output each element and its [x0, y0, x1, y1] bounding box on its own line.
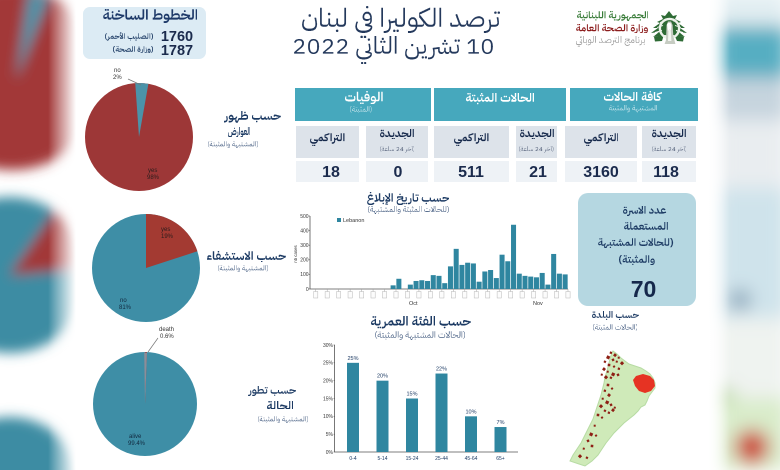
- svg-text:7%: 7%: [497, 420, 505, 426]
- svg-text:0: 0: [306, 287, 309, 293]
- svg-text:death: death: [159, 327, 174, 333]
- svg-text:Lebanon: Lebanon: [343, 218, 364, 224]
- svg-text:0.6%: 0.6%: [160, 334, 174, 340]
- svg-text:19%: 19%: [161, 234, 174, 240]
- svg-text:15%: 15%: [323, 396, 334, 402]
- svg-text:yes: yes: [161, 227, 170, 233]
- svg-text:22%: 22%: [436, 367, 447, 373]
- svg-text:10%: 10%: [465, 409, 476, 415]
- svg-text:25%: 25%: [323, 361, 334, 367]
- svg-text:10%: 10%: [323, 414, 334, 420]
- svg-text:Oct: Oct: [409, 301, 418, 307]
- svg-text:Nov: Nov: [533, 301, 543, 307]
- svg-text:0-4: 0-4: [349, 456, 356, 462]
- svg-text:30%: 30%: [323, 343, 334, 349]
- svg-text:nb cases: nb cases: [294, 245, 298, 262]
- svg-text:300: 300: [300, 243, 309, 249]
- svg-text:2%: 2%: [113, 75, 122, 81]
- svg-text:alive: alive: [129, 434, 142, 440]
- svg-text:25%: 25%: [347, 356, 358, 362]
- svg-text:15%: 15%: [406, 392, 417, 398]
- svg-text:25-44: 25-44: [435, 456, 448, 462]
- svg-text:45-64: 45-64: [465, 456, 478, 462]
- svg-text:0%: 0%: [326, 450, 334, 456]
- svg-text:400: 400: [300, 228, 309, 234]
- svg-text:no: no: [114, 68, 121, 74]
- svg-text:5%: 5%: [326, 432, 334, 438]
- svg-text:20%: 20%: [377, 374, 388, 380]
- svg-text:yes: yes: [148, 168, 157, 174]
- svg-text:65+: 65+: [496, 456, 505, 462]
- svg-text:500: 500: [300, 214, 309, 220]
- svg-text:15-24: 15-24: [406, 456, 419, 462]
- svg-text:81%: 81%: [119, 305, 132, 311]
- svg-text:100: 100: [300, 272, 309, 278]
- svg-text:5-14: 5-14: [377, 456, 387, 462]
- svg-text:200: 200: [300, 258, 309, 264]
- svg-text:20%: 20%: [323, 379, 334, 385]
- svg-text:98%: 98%: [147, 175, 160, 181]
- svg-text:99.4%: 99.4%: [128, 441, 146, 447]
- svg-text:no: no: [120, 298, 127, 304]
